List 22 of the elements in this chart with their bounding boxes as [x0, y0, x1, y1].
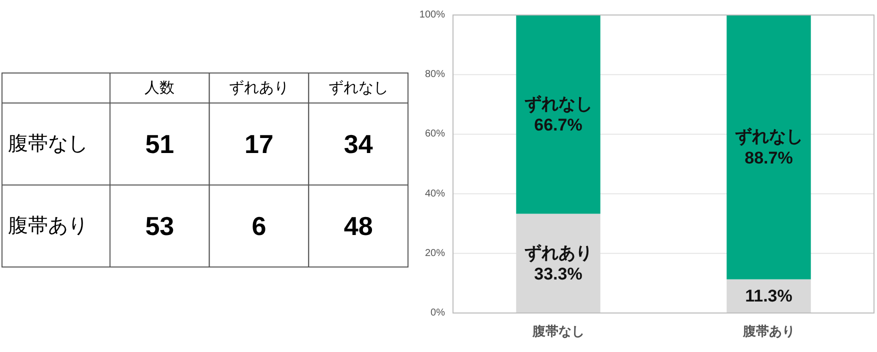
data-label: 17 [244, 129, 274, 159]
bar [726, 15, 811, 280]
y-tick-label: 100% [419, 10, 446, 20]
y-tick-label: 80% [424, 69, 446, 80]
data-label: ずれなし 66.7% [524, 94, 592, 135]
y-tick-label: 60% [424, 128, 446, 140]
data-label: 48 [344, 211, 373, 241]
y-tick-label: 20% [424, 248, 446, 259]
x-tick-label: ずれあり [229, 80, 289, 96]
bar [516, 214, 600, 313]
data-label: 6 [252, 211, 266, 241]
data-label: 51 [145, 129, 174, 159]
data-label: ずれなし 88.7% [734, 127, 803, 168]
y-tick-label: 40% [424, 188, 446, 200]
x-tick-label: ずれなし [328, 80, 388, 96]
y-tick-label: 0% [430, 308, 446, 318]
data-label: ずれあり 33.3% [524, 243, 592, 284]
bar [516, 15, 600, 214]
x-tick-label: 人数 [144, 80, 175, 96]
data-label: 34 [344, 129, 374, 159]
data-label: 53 [145, 211, 174, 241]
data-label: 11.3% [745, 286, 792, 306]
